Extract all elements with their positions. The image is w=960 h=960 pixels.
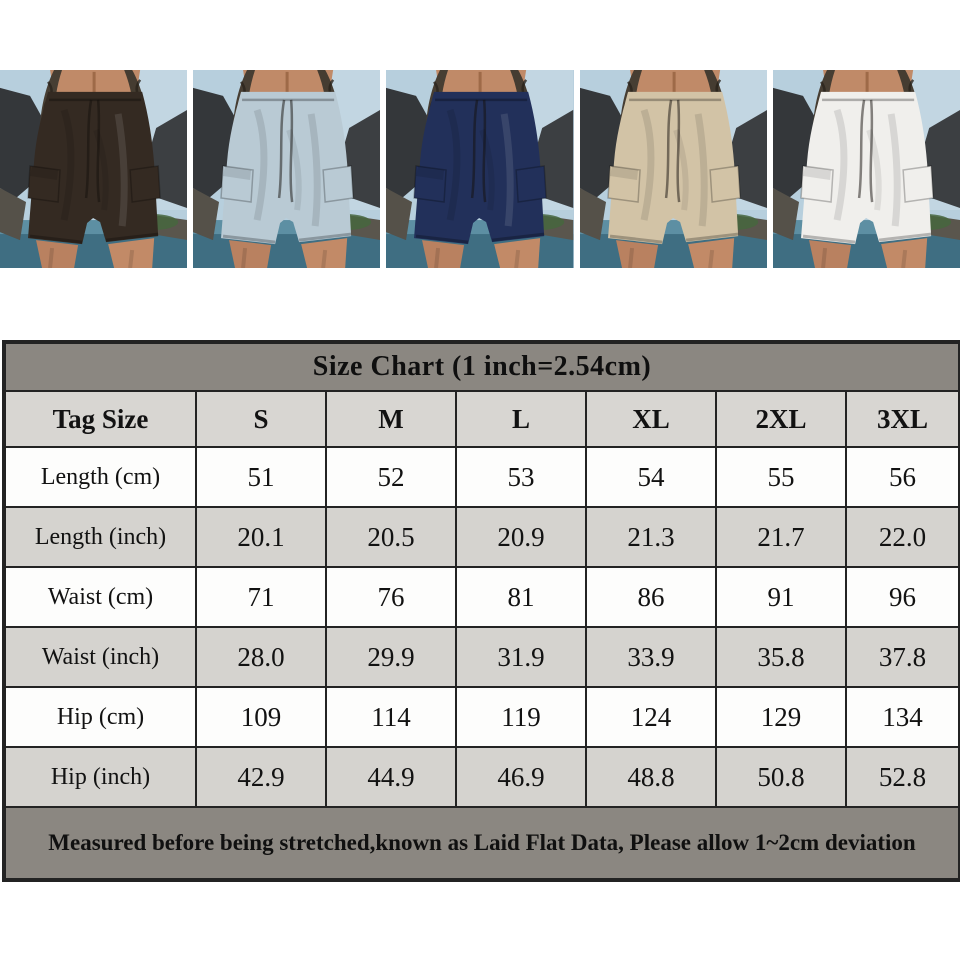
size-cell: 44.9 bbox=[325, 746, 457, 808]
size-cell: 53 bbox=[455, 446, 587, 508]
size-cell: 56 bbox=[844, 446, 960, 508]
col-header-xl: XL bbox=[585, 390, 717, 448]
shorts-scene-graphic bbox=[386, 70, 573, 268]
size-cell: 52 bbox=[325, 446, 457, 508]
size-cell: 42.9 bbox=[195, 746, 327, 808]
size-cell: 29.9 bbox=[325, 626, 457, 688]
size-cell: 54 bbox=[585, 446, 717, 508]
size-cell: 35.8 bbox=[715, 626, 847, 688]
product-photo-light-blue bbox=[193, 70, 381, 268]
col-header-3xl: 3XL bbox=[844, 390, 960, 448]
size-cell: 91 bbox=[715, 566, 847, 628]
size-chart-table: Size Chart (1 inch=2.54cm) Tag Size S M … bbox=[2, 340, 960, 882]
shorts-scene-graphic bbox=[193, 70, 380, 268]
col-header-l: L bbox=[455, 390, 587, 448]
size-cell: 20.9 bbox=[455, 506, 587, 568]
table-row-waist-inch: Waist (inch) 28.0 29.9 31.9 33.9 35.8 37… bbox=[3, 626, 960, 688]
table-row-waist-cm: Waist (cm) 71 76 81 86 91 96 bbox=[3, 566, 960, 628]
table-row-length-cm: Length (cm) 51 52 53 54 55 56 bbox=[3, 446, 960, 508]
size-cell: 33.9 bbox=[585, 626, 717, 688]
shorts-scene-graphic bbox=[773, 70, 960, 268]
size-cell: 21.3 bbox=[585, 506, 717, 568]
size-cell: 81 bbox=[455, 566, 587, 628]
table-row-hip-cm: Hip (cm) 109 114 119 124 129 134 bbox=[3, 686, 960, 748]
shorts-scene-graphic bbox=[0, 70, 187, 268]
measurement-footnote: Measured before being stretched,known as… bbox=[2, 806, 960, 881]
size-cell: 31.9 bbox=[455, 626, 587, 688]
product-photo-dark-brown bbox=[0, 70, 188, 268]
row-label: Length (cm) bbox=[3, 446, 197, 508]
size-cell: 71 bbox=[195, 566, 327, 628]
size-cell: 86 bbox=[585, 566, 717, 628]
size-chart-title: Size Chart (1 inch=2.54cm) bbox=[2, 341, 960, 392]
shorts-scene-graphic bbox=[580, 70, 767, 268]
size-cell: 52.8 bbox=[844, 746, 960, 808]
size-cell: 134 bbox=[844, 686, 960, 748]
col-header-2xl: 2XL bbox=[715, 390, 847, 448]
size-cell: 48.8 bbox=[585, 746, 717, 808]
size-cell: 20.1 bbox=[195, 506, 327, 568]
product-photo-khaki bbox=[579, 70, 767, 268]
size-cell: 124 bbox=[585, 686, 717, 748]
row-label: Hip (inch) bbox=[3, 746, 197, 808]
row-label: Length (inch) bbox=[3, 506, 197, 568]
size-cell: 37.8 bbox=[844, 626, 960, 688]
product-gallery bbox=[0, 70, 960, 268]
col-header-tag-size: Tag Size bbox=[3, 390, 197, 448]
size-cell: 96 bbox=[844, 566, 960, 628]
col-header-s: S bbox=[195, 390, 327, 448]
size-cell: 20.5 bbox=[325, 506, 457, 568]
size-cell: 21.7 bbox=[715, 506, 847, 568]
product-photo-navy bbox=[386, 70, 574, 268]
col-header-m: M bbox=[325, 390, 457, 448]
row-label: Waist (cm) bbox=[3, 566, 197, 628]
size-cell: 22.0 bbox=[844, 506, 960, 568]
size-cell: 109 bbox=[195, 686, 327, 748]
size-cell: 50.8 bbox=[715, 746, 847, 808]
size-cell: 76 bbox=[325, 566, 457, 628]
row-label: Hip (cm) bbox=[3, 686, 197, 748]
table-row-hip-inch: Hip (inch) 42.9 44.9 46.9 48.8 50.8 52.8 bbox=[3, 746, 960, 808]
size-cell: 129 bbox=[715, 686, 847, 748]
size-cell: 114 bbox=[325, 686, 457, 748]
size-cell: 46.9 bbox=[455, 746, 587, 808]
row-label: Waist (inch) bbox=[3, 626, 197, 688]
size-cell: 28.0 bbox=[195, 626, 327, 688]
table-row-length-inch: Length (inch) 20.1 20.5 20.9 21.3 21.7 2… bbox=[3, 506, 960, 568]
product-photo-white bbox=[772, 70, 960, 268]
size-cell: 51 bbox=[195, 446, 327, 508]
size-cell: 119 bbox=[455, 686, 587, 748]
size-cell: 55 bbox=[715, 446, 847, 508]
